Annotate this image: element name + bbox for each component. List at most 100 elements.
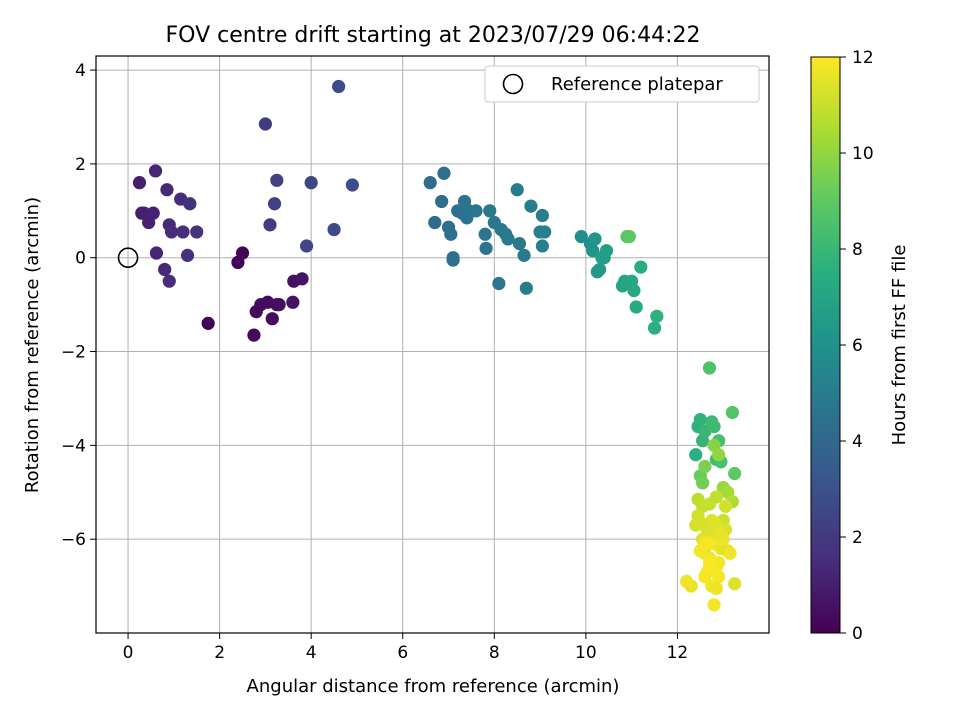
- x-axis-label: Angular distance from reference (arcmin): [247, 676, 620, 697]
- y-tick-label: 2: [75, 155, 86, 175]
- data-point: [146, 206, 160, 220]
- data-point: [158, 262, 172, 277]
- data-point: [272, 298, 286, 312]
- data-point: [295, 272, 309, 286]
- legend-marker-reference: [502, 73, 524, 95]
- data-point: [345, 178, 359, 192]
- data-point: [517, 248, 531, 262]
- data-point: [689, 448, 703, 462]
- data-point: [492, 276, 506, 291]
- y-axis-label: Rotation from reference (arcmin): [22, 197, 43, 493]
- data-point: [679, 574, 694, 588]
- data-point: [650, 309, 664, 323]
- colorbar-ticks: 0 2 4 6 8 10 12: [840, 48, 874, 644]
- data-point: [235, 246, 250, 260]
- data-point: [304, 176, 318, 190]
- data-point: [714, 527, 728, 542]
- y-tick-label: 0: [75, 249, 86, 269]
- data-point: [698, 459, 712, 474]
- data-point: [588, 232, 602, 246]
- x-tick-label: 12: [667, 643, 689, 663]
- data-point: [428, 215, 442, 230]
- data-point: [164, 225, 179, 239]
- data-point: [263, 218, 277, 232]
- data-point: [258, 117, 272, 131]
- data-point: [535, 239, 549, 253]
- data-point: [725, 405, 739, 420]
- data-point: [629, 300, 643, 314]
- legend-label-reference: Reference platepar: [551, 74, 723, 95]
- data-point: [446, 251, 460, 265]
- legend: Reference platepar: [484, 65, 760, 103]
- data-point: [299, 239, 314, 253]
- colorbar-tick-label: 10: [852, 144, 874, 164]
- y-tick-label: 4: [75, 61, 86, 81]
- data-point: [707, 419, 721, 434]
- data-point: [510, 183, 524, 197]
- data-point: [247, 328, 261, 342]
- data-point: [201, 316, 215, 330]
- colorbar-tick-label: 2: [852, 528, 863, 548]
- data-point: [599, 244, 614, 258]
- y-tick-label: −2: [61, 343, 86, 363]
- data-point: [712, 570, 726, 584]
- chart-title: FOV centre drift starting at 2023/07/29 …: [166, 23, 701, 48]
- data-point: [627, 283, 641, 298]
- colorbar-tick-label: 8: [852, 240, 863, 260]
- data-point: [435, 194, 449, 209]
- x-tick-label: 2: [214, 643, 225, 663]
- data-points: [132, 79, 742, 612]
- data-point: [437, 166, 451, 180]
- data-point: [180, 248, 195, 262]
- colorbar-gradient: [810, 56, 841, 634]
- y-tick-label: −4: [61, 436, 86, 456]
- data-point: [469, 204, 483, 218]
- data-point: [519, 281, 533, 295]
- colorbar-tick-label: 0: [852, 624, 863, 644]
- data-point: [693, 412, 707, 427]
- data-point: [622, 230, 636, 244]
- data-point: [265, 312, 279, 326]
- data-point: [423, 176, 437, 190]
- data-point: [707, 598, 721, 612]
- x-tick-label: 10: [575, 643, 597, 663]
- data-point: [702, 560, 717, 574]
- data-point: [148, 164, 163, 178]
- data-point: [183, 197, 197, 211]
- plot-frame: [95, 55, 770, 634]
- data-point: [479, 241, 493, 255]
- data-point: [696, 499, 710, 513]
- data-point: [160, 183, 174, 197]
- data-point: [501, 232, 515, 246]
- colorbar-tick-label: 6: [852, 336, 863, 356]
- x-tick-label: 6: [397, 643, 408, 663]
- data-point: [270, 173, 284, 187]
- data-point: [132, 176, 147, 190]
- x-axis-ticks: 0 2 4 6 8 10 12: [123, 633, 689, 663]
- data-point: [512, 237, 527, 251]
- data-point: [267, 197, 282, 211]
- data-point: [634, 260, 648, 274]
- data-point: [332, 79, 346, 94]
- data-point: [712, 448, 726, 462]
- y-axis-ticks: −6 −4 −2 0 2 4: [61, 61, 96, 550]
- data-point: [728, 466, 742, 481]
- colorbar-label: Hours from first FF file: [889, 245, 910, 446]
- data-point: [478, 227, 492, 241]
- data-point: [286, 295, 300, 309]
- colorbar-tick-label: 4: [852, 432, 863, 452]
- data-point: [696, 476, 710, 490]
- data-point: [702, 361, 717, 375]
- colorbar: 0 2 4 6 8 10 12 Hours from first FF file: [810, 48, 910, 644]
- y-tick-label: −6: [61, 530, 86, 550]
- x-tick-label: 0: [123, 643, 134, 663]
- data-point: [709, 490, 723, 504]
- x-tick-label: 8: [489, 643, 500, 663]
- data-point: [483, 204, 497, 218]
- data-point: [538, 225, 552, 239]
- data-point: [709, 581, 723, 596]
- data-point: [524, 199, 538, 213]
- data-point: [176, 225, 190, 239]
